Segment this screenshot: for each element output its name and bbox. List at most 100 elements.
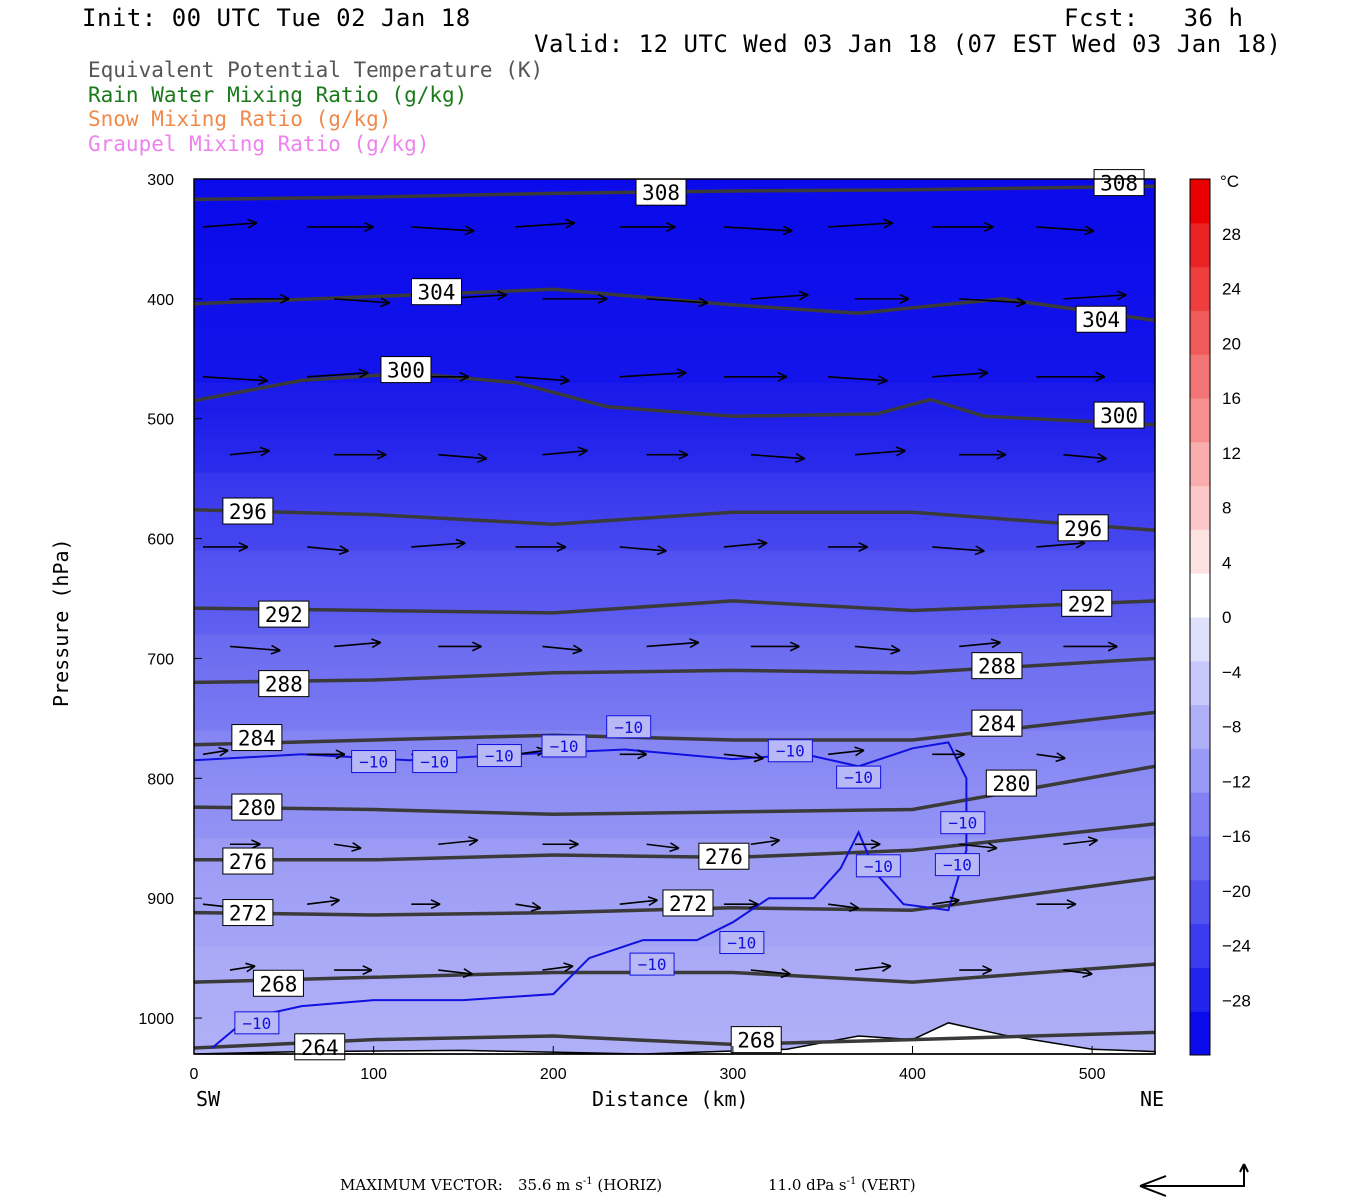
wind-vector [202,541,249,552]
theta-e-label: 268 [252,969,304,997]
colorbar-segment [1190,704,1210,749]
svg-text:−10: −10 [359,753,388,772]
colorbar-segment [1190,266,1210,311]
wind-vector [438,641,482,652]
theta-e-label: 304 [410,278,462,306]
wind-vector [646,638,700,649]
svg-text:308: 308 [1100,172,1138,196]
shading-band [194,472,1155,551]
horiz-vector-value: 35.6 m s-1 (HORIZ) [518,1176,663,1194]
wind-vector [828,218,894,229]
wind-vector [723,371,788,382]
svg-text:280: 280 [992,772,1030,796]
theta-e-label: 276 [222,847,274,875]
y-tick-label: 600 [147,532,174,549]
vert-vector-value: 11.0 dPa s-1 (VERT) [768,1176,916,1194]
colorbar-segment [1190,967,1210,1012]
wind-vector [334,965,373,976]
isotherm-label: −10 [767,739,813,763]
svg-text:−10: −10 [420,753,449,772]
colorbar-segment [1190,836,1210,881]
svg-text:300: 300 [387,359,425,383]
legend-rain: Rain Water Mixing Ratio (g/kg) [88,83,468,107]
wind-vector [542,839,579,850]
wind-vector [854,644,901,655]
colorbar-segment [1190,222,1210,268]
svg-text:−10: −10 [550,737,579,756]
svg-text:288: 288 [265,673,303,697]
colorbar-tick-label: 12 [1222,444,1241,463]
svg-text:268: 268 [737,1029,775,1053]
valid-time: Valid: 12 UTC Wed 03 Jan 18 (07 EST Wed … [534,30,1282,58]
wind-vector [334,297,391,308]
wind-vector [229,644,281,655]
colorbar-tick-label: 28 [1222,225,1241,244]
svg-text:292: 292 [1068,592,1106,616]
theta-e-label: 296 [222,497,274,525]
svg-text:−10: −10 [948,814,977,833]
forecast-hour: Fcst: 36 h [1064,4,1244,32]
wind-vector [1063,967,1093,978]
plot-frame [193,178,1156,1055]
theta-e-contour [193,599,1156,615]
wind-vector [438,452,488,463]
shading-band [194,202,1155,383]
svg-text:−10: −10 [485,747,514,766]
svg-text:272: 272 [229,902,267,926]
wind-vector [515,375,570,386]
colorbar-segment [1190,398,1210,443]
isotherm-label: −10 [412,750,458,774]
wind-vector [1036,225,1095,236]
wind-vector [307,545,349,556]
max-vector-label: MAXIMUM VECTOR: [340,1176,503,1194]
wind-vector [307,896,340,907]
svg-text:304: 304 [1082,308,1120,332]
isotherm-label: −10 [476,744,522,768]
svg-text:300: 300 [1100,404,1138,428]
colorbar-tick-label: 20 [1222,334,1241,353]
y-tick-label: 800 [147,771,174,788]
theta-e-label: 308 [635,178,687,206]
ne-end-label: NE [1140,1087,1165,1111]
y-tick-label: 300 [147,172,174,189]
wind-vector [619,749,647,760]
colorbar-segment [1190,879,1210,925]
wind-vector [1036,752,1066,763]
theta-e-label: 288 [258,670,310,698]
theta-e-label: 280 [985,769,1037,797]
y-tick-label: 1000 [138,1011,174,1028]
wind-vector [619,896,658,907]
wind-vector [542,293,608,304]
theta-e-contour [194,822,1156,862]
wind-vector [307,749,346,760]
wind-vector [515,218,576,229]
reference-vector-icon [1139,1163,1249,1197]
wind-vector [411,538,466,549]
colorbar-tick-label: 24 [1222,280,1241,299]
isotherm-label: −10 [541,734,587,758]
y-tick-label: 900 [147,891,174,908]
init-time: Init: 00 UTC Tue 02 Jan 18 [82,4,471,32]
svg-text:308: 308 [642,181,680,205]
wind-vector [438,968,473,979]
svg-text:284: 284 [978,712,1016,736]
svg-text:296: 296 [1064,517,1102,541]
shading-band [194,382,1155,473]
svg-text:−10: −10 [638,955,667,974]
wind-vector [932,221,994,232]
svg-text:−10: −10 [943,856,972,875]
y-axis-title: Pressure (hPa) [49,538,73,707]
wind-vector [1036,899,1077,910]
wind-vector [542,962,574,973]
wind-vector [959,638,1001,649]
isotherm-label: −10 [234,1011,280,1035]
svg-text:276: 276 [229,850,267,874]
wind-vector [334,449,387,460]
wind-vector [619,221,676,232]
colorbar-segment [1190,660,1210,706]
colorbar-segment [1190,573,1210,618]
wind-vector [542,446,588,457]
wind-vector [515,901,542,912]
wind-vector [307,221,374,232]
wind-vector [750,641,800,652]
